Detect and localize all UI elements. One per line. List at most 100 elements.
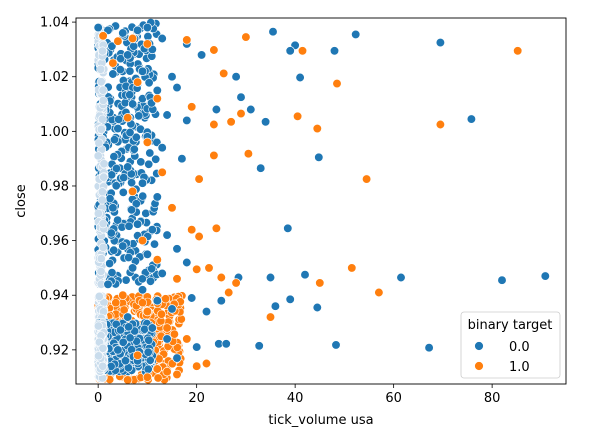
data-point-series-0 [167, 304, 177, 314]
dense-point [109, 152, 119, 162]
y-axis: 0.92 0.94 0.96 0.98 1.00 1.02 1.04 [40, 16, 76, 358]
legend-label-1: 1.0 [509, 360, 530, 375]
data-point-series-1 [236, 108, 246, 119]
x-tick-label: 60 [385, 391, 402, 406]
data-point-series-1 [127, 186, 138, 197]
data-point-series-0 [147, 323, 157, 333]
data-point-series-0 [314, 152, 324, 162]
dense-point [94, 291, 104, 301]
data-point-series-0 [113, 123, 123, 134]
data-point-series-0 [142, 22, 153, 33]
dense-point [125, 90, 135, 100]
data-point-series-1 [192, 264, 202, 274]
data-point-series-1 [241, 32, 251, 42]
data-point-series-1 [167, 203, 177, 213]
data-point-series-0 [285, 46, 295, 56]
dense-point [136, 157, 146, 167]
data-point-series-0 [246, 104, 256, 115]
data-point-series-0 [172, 244, 182, 254]
data-point-series-1 [152, 255, 162, 265]
data-point-series-1 [108, 58, 118, 68]
data-point-series-1 [142, 39, 153, 49]
data-point-series-0 [201, 306, 212, 317]
dense-point [143, 364, 153, 374]
data-point-series-1 [132, 77, 143, 87]
data-point-series-1 [118, 290, 128, 300]
dense-point [110, 135, 120, 145]
data-point-series-1 [435, 119, 446, 130]
data-point-series-1 [137, 235, 148, 246]
data-point-series-0 [108, 69, 118, 79]
data-point-series-1 [123, 375, 133, 385]
data-point-series-0 [270, 301, 281, 311]
dense-point [112, 164, 122, 174]
data-point-series-0 [331, 340, 341, 350]
dense-point [96, 77, 106, 87]
data-point-series-0 [182, 115, 192, 126]
data-point-series-1 [243, 149, 254, 159]
data-point-series-0 [312, 302, 322, 313]
data-point-series-0 [123, 50, 133, 60]
dense-point [99, 159, 109, 169]
dense-point [144, 335, 154, 345]
data-point-series-0 [123, 162, 133, 172]
dense-point [124, 322, 134, 332]
data-point-series-0 [157, 33, 167, 44]
data-point-series-1 [132, 350, 143, 360]
dense-point [107, 170, 117, 180]
x-axis-label: tick_volume usa [268, 413, 373, 428]
data-point-series-0 [329, 46, 340, 56]
dense-point [161, 294, 171, 304]
y-tick-label: 0.96 [40, 234, 69, 249]
data-point-series-1 [172, 369, 182, 380]
data-point-series-1 [297, 46, 308, 56]
dense-point [172, 342, 182, 352]
dense-point [118, 187, 128, 197]
dense-point [109, 245, 119, 255]
data-point-series-0 [435, 37, 446, 48]
dense-point [96, 254, 106, 264]
dense-point [140, 324, 150, 334]
data-point-series-0 [123, 312, 133, 322]
dense-point [125, 66, 135, 76]
data-point-series-1 [231, 278, 241, 288]
data-point-series-0 [236, 92, 246, 102]
data-point-series-1 [187, 225, 197, 235]
data-point-series-0 [108, 203, 118, 213]
dense-point [169, 329, 179, 339]
dense-point [124, 253, 134, 263]
y-tick-label: 1.04 [40, 16, 69, 31]
dense-point [113, 215, 123, 225]
data-point-series-0 [300, 270, 310, 280]
data-point-series-0 [187, 293, 197, 303]
dense-point [94, 351, 104, 361]
data-point-series-1 [332, 78, 342, 89]
data-point-series-0 [142, 249, 153, 259]
data-point-series-1 [142, 137, 153, 147]
dense-point [127, 178, 137, 188]
dense-point [125, 333, 135, 343]
data-point-series-1 [172, 274, 182, 284]
data-point-series-1 [204, 263, 214, 273]
dense-point [97, 195, 107, 205]
legend-label-0: 0.0 [509, 340, 530, 355]
points-layer [93, 18, 550, 385]
dense-point [98, 46, 108, 56]
dense-point [98, 96, 108, 106]
dense-point [111, 181, 121, 191]
y-axis-label: close [14, 184, 29, 217]
dense-point [138, 191, 148, 201]
data-point-series-1 [216, 272, 226, 283]
data-point-series-0 [466, 114, 477, 124]
dense-point [137, 274, 147, 284]
legend-box [460, 311, 561, 379]
dense-point [121, 356, 131, 366]
plot-frame [75, 17, 567, 385]
data-point-series-0 [162, 230, 172, 240]
dense-point [93, 321, 103, 331]
data-point-series-1 [265, 312, 276, 322]
data-point-series-1 [187, 102, 197, 112]
data-point-series-1 [142, 306, 153, 317]
dense-point [94, 138, 104, 148]
dense-point [144, 78, 154, 88]
